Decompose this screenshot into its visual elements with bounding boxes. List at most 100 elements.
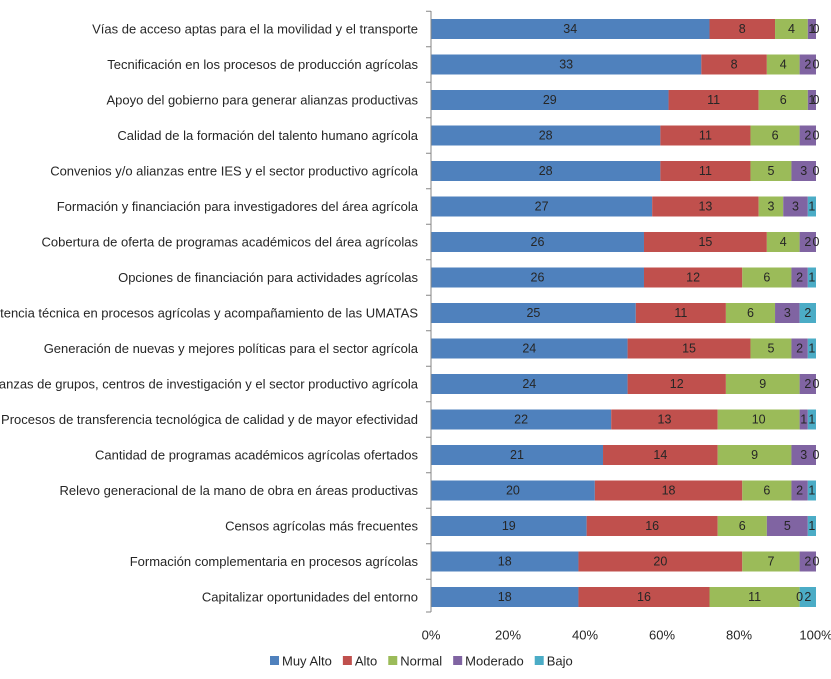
bar-segment-moderado <box>766 516 808 536</box>
category-label: Censos agrícolas más frecuentes <box>225 519 418 534</box>
data-label-bajo: 0 <box>813 377 820 391</box>
bar-segment-moderado <box>799 374 816 394</box>
category-label: Procesos de transferencia tecnológica de… <box>1 412 418 427</box>
bar-segment-normal <box>750 125 800 146</box>
data-label-muy-alto: 24 <box>522 377 536 391</box>
data-label-alto: 20 <box>653 555 667 569</box>
bar-segment-moderado <box>799 409 808 430</box>
data-label-bajo: 2 <box>804 306 811 320</box>
bar-segment-moderado <box>791 161 816 181</box>
bar-segment-alto <box>660 161 751 181</box>
bar-segment-normal <box>717 409 800 430</box>
labels-layer: Vías de acceso aptas para el la movilida… <box>0 22 820 605</box>
data-label-bajo: 0 <box>813 58 820 72</box>
bar-segment-muy-alto <box>431 516 587 536</box>
category-label: Formación y financiación para investigad… <box>57 199 419 214</box>
data-label-moderado: 1 <box>800 413 807 427</box>
data-label-alto: 16 <box>637 590 651 604</box>
x-tick-label: 60% <box>649 628 675 643</box>
legend-swatch-alto <box>342 656 352 665</box>
data-label-muy-alto: 19 <box>502 519 516 533</box>
data-label-moderado: 2 <box>804 377 811 391</box>
bar-segment-muy-alto <box>431 161 661 181</box>
bar-segment-muy-alto <box>431 587 579 607</box>
bar-segment-normal <box>758 90 808 110</box>
data-label-normal: 9 <box>751 448 758 462</box>
data-label-muy-alto: 18 <box>498 590 512 604</box>
data-label-muy-alto: 24 <box>522 342 536 356</box>
bar-segment-alto <box>652 196 759 217</box>
data-label-normal: 6 <box>772 129 779 143</box>
bar-segment-muy-alto <box>431 90 669 110</box>
x-tick-label: 100% <box>799 628 831 643</box>
data-label-normal: 3 <box>767 200 774 214</box>
bar-segment-muy-alto <box>431 409 612 430</box>
bar-segment-muy-alto <box>431 338 628 359</box>
data-label-muy-alto: 28 <box>539 129 553 143</box>
category-label: Capitalizar oportunidades del entorno <box>202 590 418 605</box>
data-label-moderado: 3 <box>800 448 807 462</box>
bar-segment-normal <box>725 303 776 323</box>
bar-segment-moderado <box>783 196 808 217</box>
data-label-normal: 9 <box>759 377 766 391</box>
bar-segment-moderado <box>791 267 808 288</box>
data-label-normal: 6 <box>780 93 787 107</box>
bar-segment-alto <box>611 409 718 430</box>
bar-segment-moderado <box>807 90 816 110</box>
category-label: Generación de nuevas y mejores políticas… <box>44 341 419 356</box>
data-label-muy-alto: 20 <box>506 484 520 498</box>
data-label-moderado: 2 <box>796 342 803 356</box>
data-label-muy-alto: 25 <box>526 306 540 320</box>
bar-segment-alto <box>709 19 776 39</box>
data-label-moderado: 3 <box>792 200 799 214</box>
data-label-alto: 11 <box>674 306 687 320</box>
data-label-moderado: 2 <box>804 235 811 249</box>
data-label-moderado: 2 <box>804 555 811 569</box>
bar-segment-moderado <box>807 19 816 39</box>
category-label: Asistencia técnica en procesos agrícolas… <box>0 306 418 321</box>
category-label: Alianzas de grupos, centros de investiga… <box>0 377 419 392</box>
data-label-moderado: 3 <box>800 164 807 178</box>
data-label-bajo: 0 <box>813 235 820 249</box>
legend-swatch-muy-alto <box>270 656 279 665</box>
data-label-muy-alto: 29 <box>543 93 557 107</box>
bar-segment-moderado <box>775 303 800 323</box>
bar-segment-muy-alto <box>431 303 636 323</box>
data-label-moderado: 3 <box>784 306 791 320</box>
bar-segment-moderado <box>791 445 816 465</box>
bar-segment-moderado <box>791 338 808 359</box>
category-label: Apoyo del gobierno para generar alianzas… <box>107 93 419 108</box>
data-label-alto: 18 <box>662 484 676 498</box>
data-label-alto: 11 <box>707 93 720 107</box>
bar-segment-normal <box>775 19 808 39</box>
legend-swatch-bajo <box>534 656 544 665</box>
data-label-muy-alto: 33 <box>559 58 573 72</box>
data-label-normal: 6 <box>747 306 754 320</box>
bar-segment-muy-alto <box>431 445 604 465</box>
bar-segment-muy-alto <box>431 374 628 394</box>
bar-segment-bajo <box>807 338 816 359</box>
data-label-moderado: 1 <box>808 22 815 36</box>
bar-segment-alto <box>643 267 743 288</box>
data-label-moderado: 2 <box>796 484 803 498</box>
data-label-alto: 11 <box>699 164 712 178</box>
data-label-moderado: 0 <box>796 590 803 604</box>
data-label-alto: 8 <box>731 58 738 72</box>
data-label-normal: 6 <box>739 519 746 533</box>
category-label: Relevo generacional de la mano de obra e… <box>60 483 419 498</box>
data-label-moderado: 2 <box>804 58 811 72</box>
bar-segment-normal <box>725 374 800 394</box>
bar-segment-alto <box>635 303 726 323</box>
bar-segment-alto <box>603 445 718 465</box>
category-label: Calidad de la formación del talento huma… <box>117 128 418 143</box>
data-label-alto: 11 <box>699 129 712 143</box>
data-label-muy-alto: 26 <box>531 271 545 285</box>
data-label-bajo: 0 <box>813 93 820 107</box>
bar-segment-alto <box>578 551 743 572</box>
axes-layer: 0% 20% 40% 60% 80% 100% <box>422 10 831 643</box>
data-label-normal: 10 <box>752 413 766 427</box>
category-label: Cantidad de programas académicos agrícol… <box>95 448 419 463</box>
data-label-muy-alto: 18 <box>498 555 512 569</box>
data-label-alto: 8 <box>739 22 746 36</box>
bar-segment-alto <box>660 125 751 146</box>
